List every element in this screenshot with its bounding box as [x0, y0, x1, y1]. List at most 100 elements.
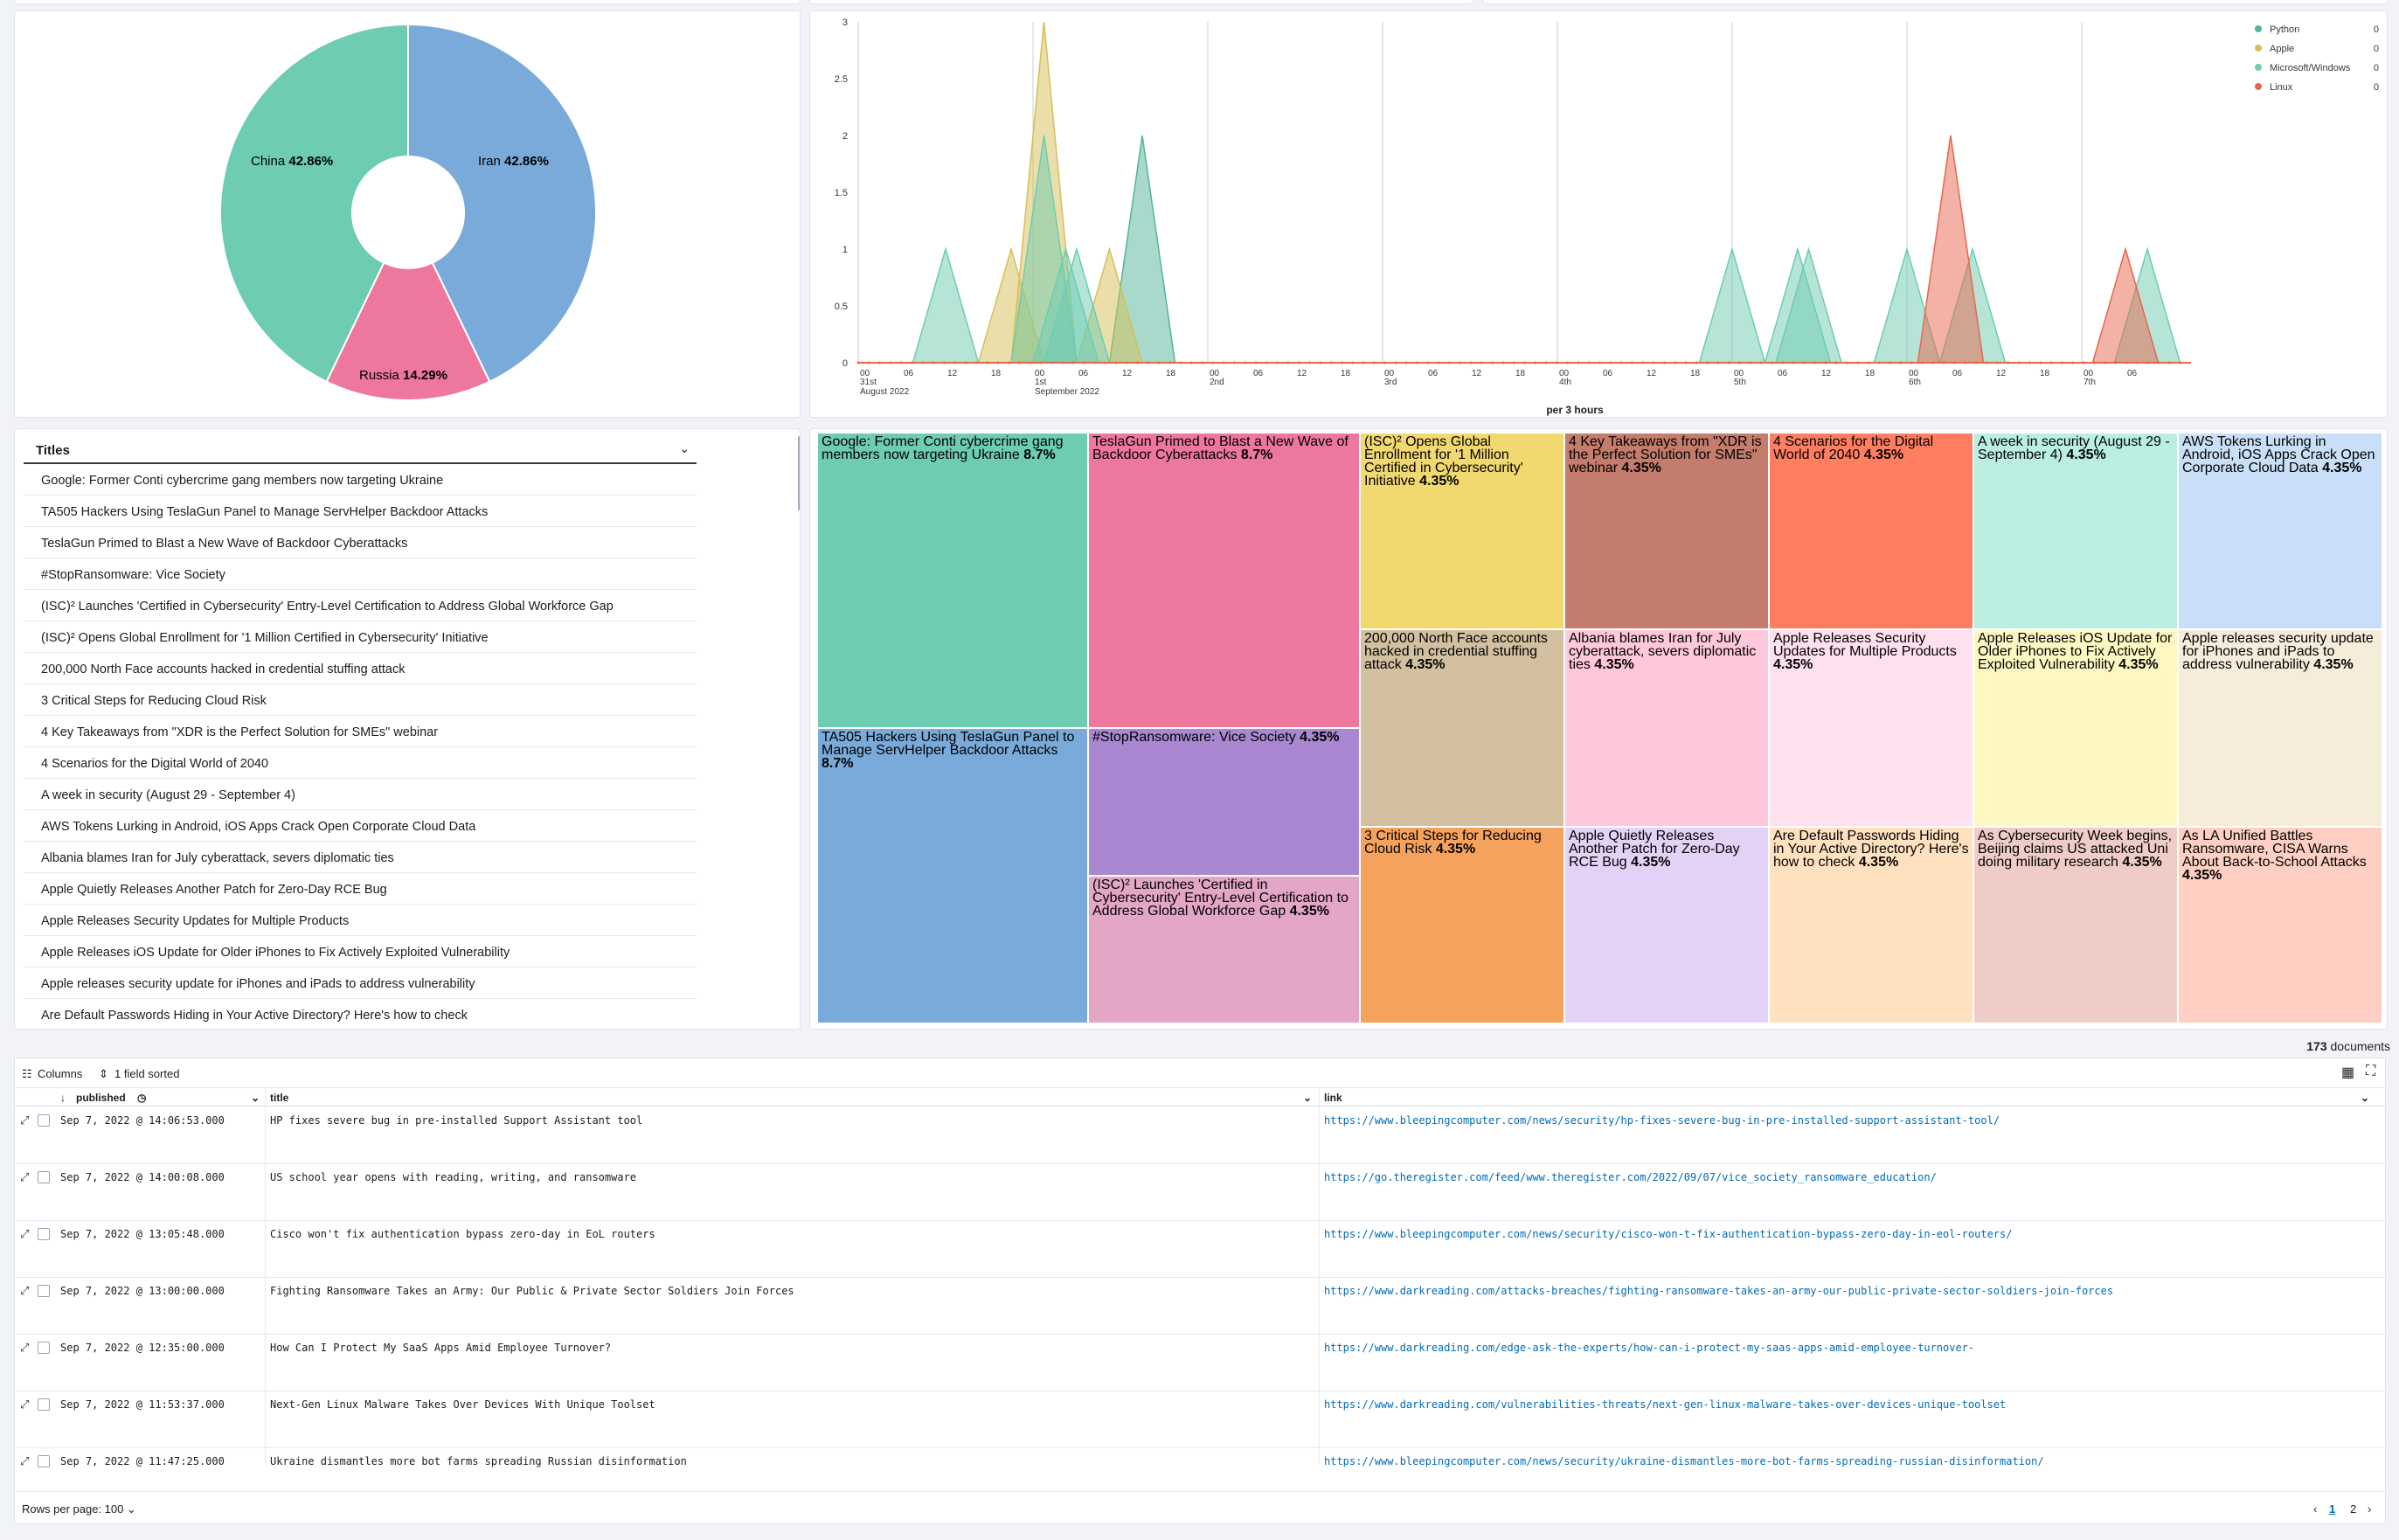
- columns-button[interactable]: Columns: [38, 1067, 83, 1080]
- expand-icon[interactable]: ⤢: [20, 1285, 30, 1298]
- row-checkbox[interactable]: [38, 1398, 50, 1411]
- page-1[interactable]: 1: [2329, 1502, 2336, 1516]
- cell-link[interactable]: https://www.darkreading.com/vulnerabilit…: [1324, 1398, 2007, 1411]
- title-list-item[interactable]: Apple Releases Security Updates for Mult…: [24, 905, 697, 936]
- next-page-icon[interactable]: ›: [2368, 1502, 2372, 1516]
- prev-page-icon[interactable]: ‹: [2313, 1502, 2318, 1516]
- expand-icon[interactable]: ⤢: [20, 1455, 30, 1468]
- expand-icon[interactable]: ⤢: [20, 1398, 30, 1412]
- cell-link[interactable]: https://www.darkreading.com/edge-ask-the…: [1324, 1342, 1975, 1354]
- expand-icon[interactable]: ⤢: [20, 1171, 30, 1184]
- treemap-cell[interactable]: A week in security (August 29 - Septembe…: [1973, 433, 2178, 630]
- treemap-cell[interactable]: Albania blames Iran for July cyberattack…: [1564, 629, 1769, 827]
- title-list-item[interactable]: A week in security (August 29 - Septembe…: [24, 779, 697, 810]
- row-checkbox[interactable]: [38, 1342, 50, 1354]
- header-link[interactable]: link: [1324, 1092, 1342, 1104]
- table-row: ⤢ Sep 7, 2022 @ 12:35:00.000 How Can I Pro…: [15, 1335, 2385, 1391]
- title-list-item[interactable]: 4 Key Takeaways from "XDR is the Perfect…: [24, 716, 697, 747]
- legend-item[interactable]: Apple: [2270, 44, 2294, 54]
- area-peak-microsoftwindows[interactable]: [912, 246, 980, 364]
- fullscreen-icon[interactable]: ⛶: [2366, 1064, 2376, 1079]
- chevron-down-icon[interactable]: ⌄: [679, 441, 690, 455]
- cell-link[interactable]: https://www.bleepingcomputer.com/news/se…: [1324, 1455, 2044, 1467]
- expand-icon[interactable]: ⤢: [20, 1342, 30, 1355]
- row-checkbox[interactable]: [38, 1455, 50, 1467]
- page-2[interactable]: 2: [2350, 1502, 2357, 1516]
- title-list-item[interactable]: 200,000 North Face accounts hacked in cr…: [24, 653, 697, 684]
- treemap-cell[interactable]: TA505 Hackers Using TeslaGun Panel to Ma…: [817, 728, 1088, 1023]
- title-list-item[interactable]: Are Default Passwords Hiding in Your Act…: [24, 999, 697, 1029]
- sort-icon[interactable]: ⇕: [99, 1067, 108, 1080]
- treemap-cell[interactable]: AWS Tokens Lurking in Android, iOS Apps …: [2178, 433, 2382, 630]
- treemap-cell[interactable]: 4 Scenarios for the Digital World of 204…: [1769, 433, 1973, 630]
- treemap-cell[interactable]: Apple Quietly Releases Another Patch for…: [1564, 826, 1769, 1023]
- cell-link[interactable]: https://go.theregister.com/feed/www.ther…: [1324, 1171, 1937, 1183]
- legend-item[interactable]: Linux: [2270, 82, 2293, 93]
- legend-swatch[interactable]: [2255, 45, 2262, 52]
- row-checkbox[interactable]: [38, 1171, 50, 1183]
- columns-icon[interactable]: ☷: [22, 1067, 32, 1080]
- chevron-down-icon[interactable]: ⌄: [2361, 1092, 2370, 1104]
- pie-slice-china[interactable]: [219, 23, 409, 384]
- cell-link[interactable]: https://www.bleepingcomputer.com/news/se…: [1324, 1228, 2013, 1240]
- treemap-cell[interactable]: As LA Unified Battles Ransomware, CISA W…: [2178, 826, 2382, 1023]
- row-checkbox[interactable]: [38, 1285, 50, 1297]
- title-list-item[interactable]: Apple Releases iOS Update for Older iPho…: [24, 936, 697, 968]
- header-title[interactable]: title: [270, 1092, 289, 1104]
- expand-icon[interactable]: ⤢: [20, 1114, 30, 1127]
- titles-header[interactable]: Titles ⌄: [24, 436, 697, 464]
- treemap-cell[interactable]: Are Default Passwords Hiding in Your Act…: [1769, 826, 1973, 1023]
- row-checkbox[interactable]: [38, 1228, 50, 1240]
- title-list-item[interactable]: Albania blames Iran for July cyberattack…: [24, 842, 697, 873]
- sort-button[interactable]: 1 field sorted: [114, 1067, 180, 1080]
- title-list-item[interactable]: Google: Former Conti cybercrime gang mem…: [24, 464, 697, 496]
- treemap-cell[interactable]: Apple Releases iOS Update for Older iPho…: [1973, 629, 2178, 827]
- chevron-down-icon[interactable]: ⌄: [251, 1092, 260, 1104]
- legend-swatch[interactable]: [2255, 25, 2262, 32]
- title-list-item[interactable]: (ISC)² Opens Global Enrollment for '1 Mi…: [24, 621, 697, 653]
- title-list-item[interactable]: Apple Quietly Releases Another Patch for…: [24, 873, 697, 905]
- density-icon[interactable]: ▦: [2341, 1065, 2355, 1080]
- title-list-item[interactable]: #StopRansomware: Vice Society: [24, 558, 697, 590]
- area-peak-microsoftwindows[interactable]: [1698, 246, 1766, 364]
- treemap-cell[interactable]: 3 Critical Steps for Reducing Cloud Risk…: [1360, 826, 1564, 1023]
- title-list-item[interactable]: TA505 Hackers Using TeslaGun Panel to Ma…: [24, 496, 697, 527]
- header-published[interactable]: published: [76, 1092, 126, 1104]
- scrollbar[interactable]: [798, 436, 800, 510]
- legend-swatch[interactable]: [2255, 64, 2262, 71]
- rows-per-page[interactable]: Rows per page: 100 ⌄: [22, 1502, 136, 1516]
- treemap-cell-pct: 4.35%: [1594, 657, 1634, 673]
- grid-toolbar: ☷ Columns ⇕ 1 field sorted ▦ ⛶: [15, 1058, 2385, 1086]
- y-tick-label: 1.5: [835, 188, 848, 198]
- title-list-item[interactable]: 3 Critical Steps for Reducing Cloud Risk: [24, 684, 697, 716]
- treemap-cell[interactable]: #StopRansomware: Vice Society 4.35%: [1088, 728, 1360, 876]
- treemap-cell-label: Apple Releases Security Updates for Mult…: [1773, 631, 1957, 660]
- title-list-item[interactable]: 4 Scenarios for the Digital World of 204…: [24, 747, 697, 779]
- treemap-cell[interactable]: As Cybersecurity Week begins, Beijing cl…: [1973, 826, 2178, 1023]
- title-list-item[interactable]: TeslaGun Primed to Blast a New Wave of B…: [24, 527, 697, 558]
- treemap-cell[interactable]: Apple Releases Security Updates for Mult…: [1769, 629, 1973, 827]
- treemap-cell[interactable]: (ISC)² Launches 'Certified in Cybersecur…: [1088, 876, 1360, 1023]
- chevron-down-icon[interactable]: ⌄: [1303, 1092, 1313, 1104]
- treemap-cell[interactable]: Apple releases security update for iPhon…: [2178, 629, 2382, 827]
- treemap-cell[interactable]: Google: Former Conti cybercrime gang mem…: [817, 433, 1088, 728]
- row-checkbox[interactable]: [38, 1114, 50, 1127]
- baseline-point: [1534, 361, 1537, 364]
- title-list-item[interactable]: Apple releases security update for iPhon…: [24, 968, 697, 999]
- legend-item[interactable]: Python: [2270, 24, 2299, 35]
- x-tick-label: 00: [1210, 369, 1220, 378]
- area-peak-linux[interactable]: [1917, 135, 1985, 364]
- expand-icon[interactable]: ⤢: [20, 1228, 30, 1241]
- treemap-cell[interactable]: 200,000 North Face accounts hacked in cr…: [1360, 629, 1564, 827]
- cell-link[interactable]: https://www.bleepingcomputer.com/news/se…: [1324, 1114, 2000, 1127]
- treemap-cell[interactable]: 4 Key Takeaways from "XDR is the Perfect…: [1564, 433, 1769, 630]
- title-list-item[interactable]: (ISC)² Launches 'Certified in Cybersecur…: [24, 590, 697, 621]
- legend-item[interactable]: Microsoft/Windows: [2270, 63, 2351, 73]
- title-list-item[interactable]: AWS Tokens Lurking in Android, iOS Apps …: [24, 810, 697, 842]
- treemap-cell[interactable]: (ISC)² Opens Global Enrollment for '1 Mi…: [1360, 433, 1564, 630]
- cell-link[interactable]: https://www.darkreading.com/attacks-brea…: [1324, 1285, 2114, 1297]
- treemap-cell[interactable]: TeslaGun Primed to Blast a New Wave of B…: [1088, 433, 1360, 728]
- sort-desc-icon[interactable]: ↓: [60, 1092, 66, 1104]
- pie-slice-iran[interactable]: [407, 23, 597, 384]
- legend-swatch[interactable]: [2255, 83, 2262, 90]
